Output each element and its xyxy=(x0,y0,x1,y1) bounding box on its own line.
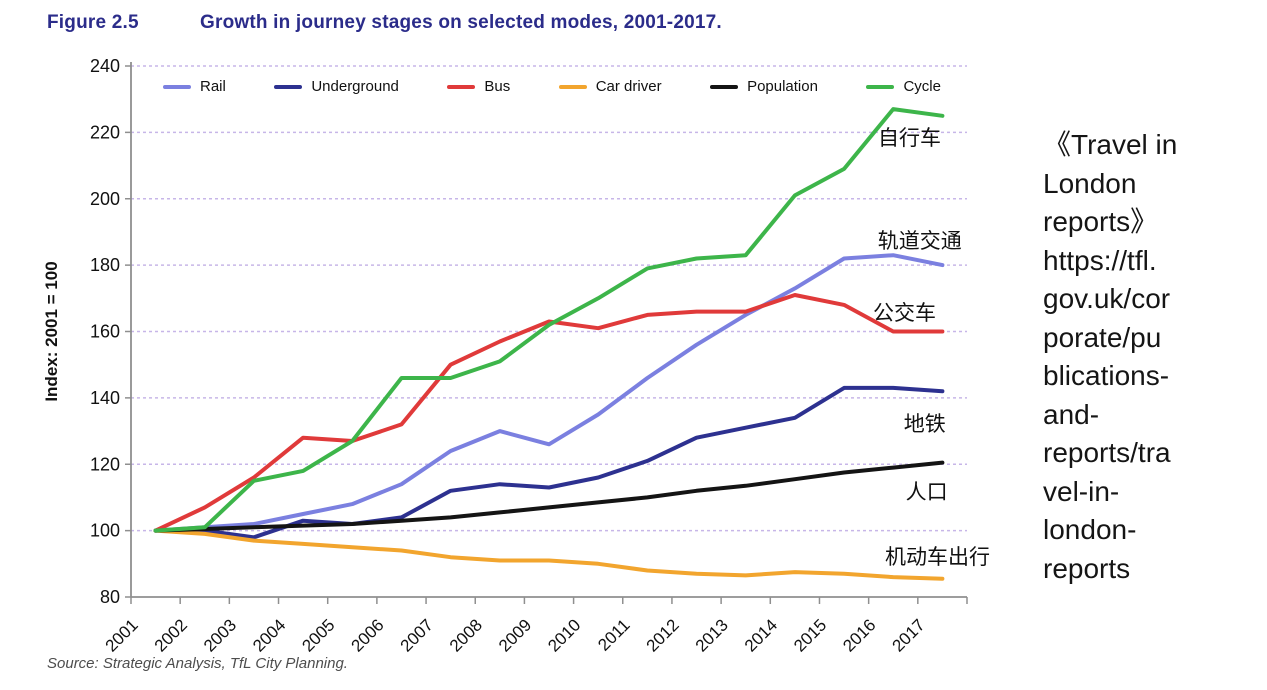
side-note-line: reports》 xyxy=(1043,206,1159,237)
legend-swatch-icon xyxy=(274,84,303,89)
legend-swatch-icon xyxy=(163,84,191,89)
x-tick-label: 2007 xyxy=(397,615,437,655)
x-tick-label: 2013 xyxy=(692,615,732,655)
y-tick-label: 180 xyxy=(90,255,120,275)
chart-legend: Rail Underground Bus Car driver Population Cy… xyxy=(163,78,941,95)
legend-label: Cycle xyxy=(903,78,941,95)
side-note-line: reports xyxy=(1043,552,1131,584)
x-tick-label: 2009 xyxy=(495,615,535,655)
x-tick-label: 2001 xyxy=(102,615,142,655)
series-line-rail xyxy=(153,253,945,533)
side-note-line: blications- xyxy=(1043,360,1170,391)
side-note-line: reports/tra xyxy=(1043,437,1171,468)
chart-annotation: 轨道交通 xyxy=(877,230,962,254)
side-note: 《Travel in London reports》 https://tfl. gov.… xyxy=(1043,126,1267,588)
series-line-bus xyxy=(153,293,945,533)
series-line-car-driver xyxy=(153,528,945,581)
x-tick-label: 2002 xyxy=(151,615,191,655)
side-note-line: London xyxy=(1043,167,1137,199)
legend-label: Population xyxy=(747,78,818,95)
x-tick-label: 2010 xyxy=(544,615,584,655)
y-tick-label: 80 xyxy=(100,587,120,607)
legend-swatch-icon xyxy=(447,84,476,89)
x-tick-label: 2015 xyxy=(790,615,830,655)
figure-label: Figure 2.5 xyxy=(47,12,139,33)
y-tick-label: 200 xyxy=(90,189,120,209)
legend-item-rail: Rail xyxy=(163,78,226,95)
y-axis-title: Index: 2001 = 100 xyxy=(42,261,61,401)
y-tick-label: 100 xyxy=(90,521,120,541)
y-tick-label: 140 xyxy=(90,388,120,408)
legend-swatch-icon xyxy=(710,84,739,89)
side-note-line: 《Travel in xyxy=(1043,129,1178,160)
figure-caption: Growth in journey stages on selected mod… xyxy=(200,12,722,33)
x-tick-label: 2008 xyxy=(446,615,486,655)
side-note-line: london- xyxy=(1043,514,1137,545)
series-line-population xyxy=(153,460,945,533)
x-tick-label: 2011 xyxy=(594,615,633,654)
series-line-cycle xyxy=(153,107,945,533)
x-tick-label: 2012 xyxy=(643,615,683,655)
x-tick-label: 2005 xyxy=(298,615,338,655)
legend-item-underground: Underground xyxy=(274,78,399,95)
y-tick-label: 220 xyxy=(90,122,120,142)
source-note: Source: Strategic Analysis, TfL City Pla… xyxy=(47,655,348,672)
side-note-line: and- xyxy=(1043,398,1100,430)
x-tick-label: 2014 xyxy=(741,615,781,655)
legend-label: Bus xyxy=(484,78,511,95)
legend-swatch-icon xyxy=(558,84,587,89)
legend-item-cycle: Cycle xyxy=(866,78,941,95)
legend-item-population: Population xyxy=(710,78,818,95)
side-note-line: https://tfl. xyxy=(1043,244,1157,276)
side-note-line: gov.uk/cor xyxy=(1043,283,1171,314)
x-tick-label: 2003 xyxy=(200,615,240,655)
x-tick-label: 2006 xyxy=(348,615,388,655)
chart-annotation: 人口 xyxy=(905,480,948,504)
figure-title-row: Figure 2.5 Growth in journey stages on s… xyxy=(47,12,722,34)
legend-label: Car driver xyxy=(595,78,662,95)
chart-annotation: 自行车 xyxy=(877,127,941,151)
y-tick-label: 160 xyxy=(90,322,120,342)
side-note-line: vel-in- xyxy=(1043,475,1120,507)
legend-label: Rail xyxy=(200,78,226,95)
legend-item-car-driver: Car driver xyxy=(558,78,662,95)
y-tick-label: 240 xyxy=(90,56,120,76)
x-tick-label: 2016 xyxy=(839,615,879,655)
legend-swatch-icon xyxy=(866,84,895,89)
legend-label: Underground xyxy=(311,78,399,95)
x-tick-label: 2004 xyxy=(249,615,289,655)
x-tick-label: 2017 xyxy=(888,615,928,655)
chart-annotation: 机动车出行 xyxy=(884,545,990,569)
y-tick-label: 120 xyxy=(90,454,120,474)
chart-annotation: 地铁 xyxy=(903,412,946,436)
chart-annotation: 公交车 xyxy=(873,301,937,325)
side-note-line: porate/pu xyxy=(1043,321,1162,353)
legend-item-bus: Bus xyxy=(447,78,510,95)
